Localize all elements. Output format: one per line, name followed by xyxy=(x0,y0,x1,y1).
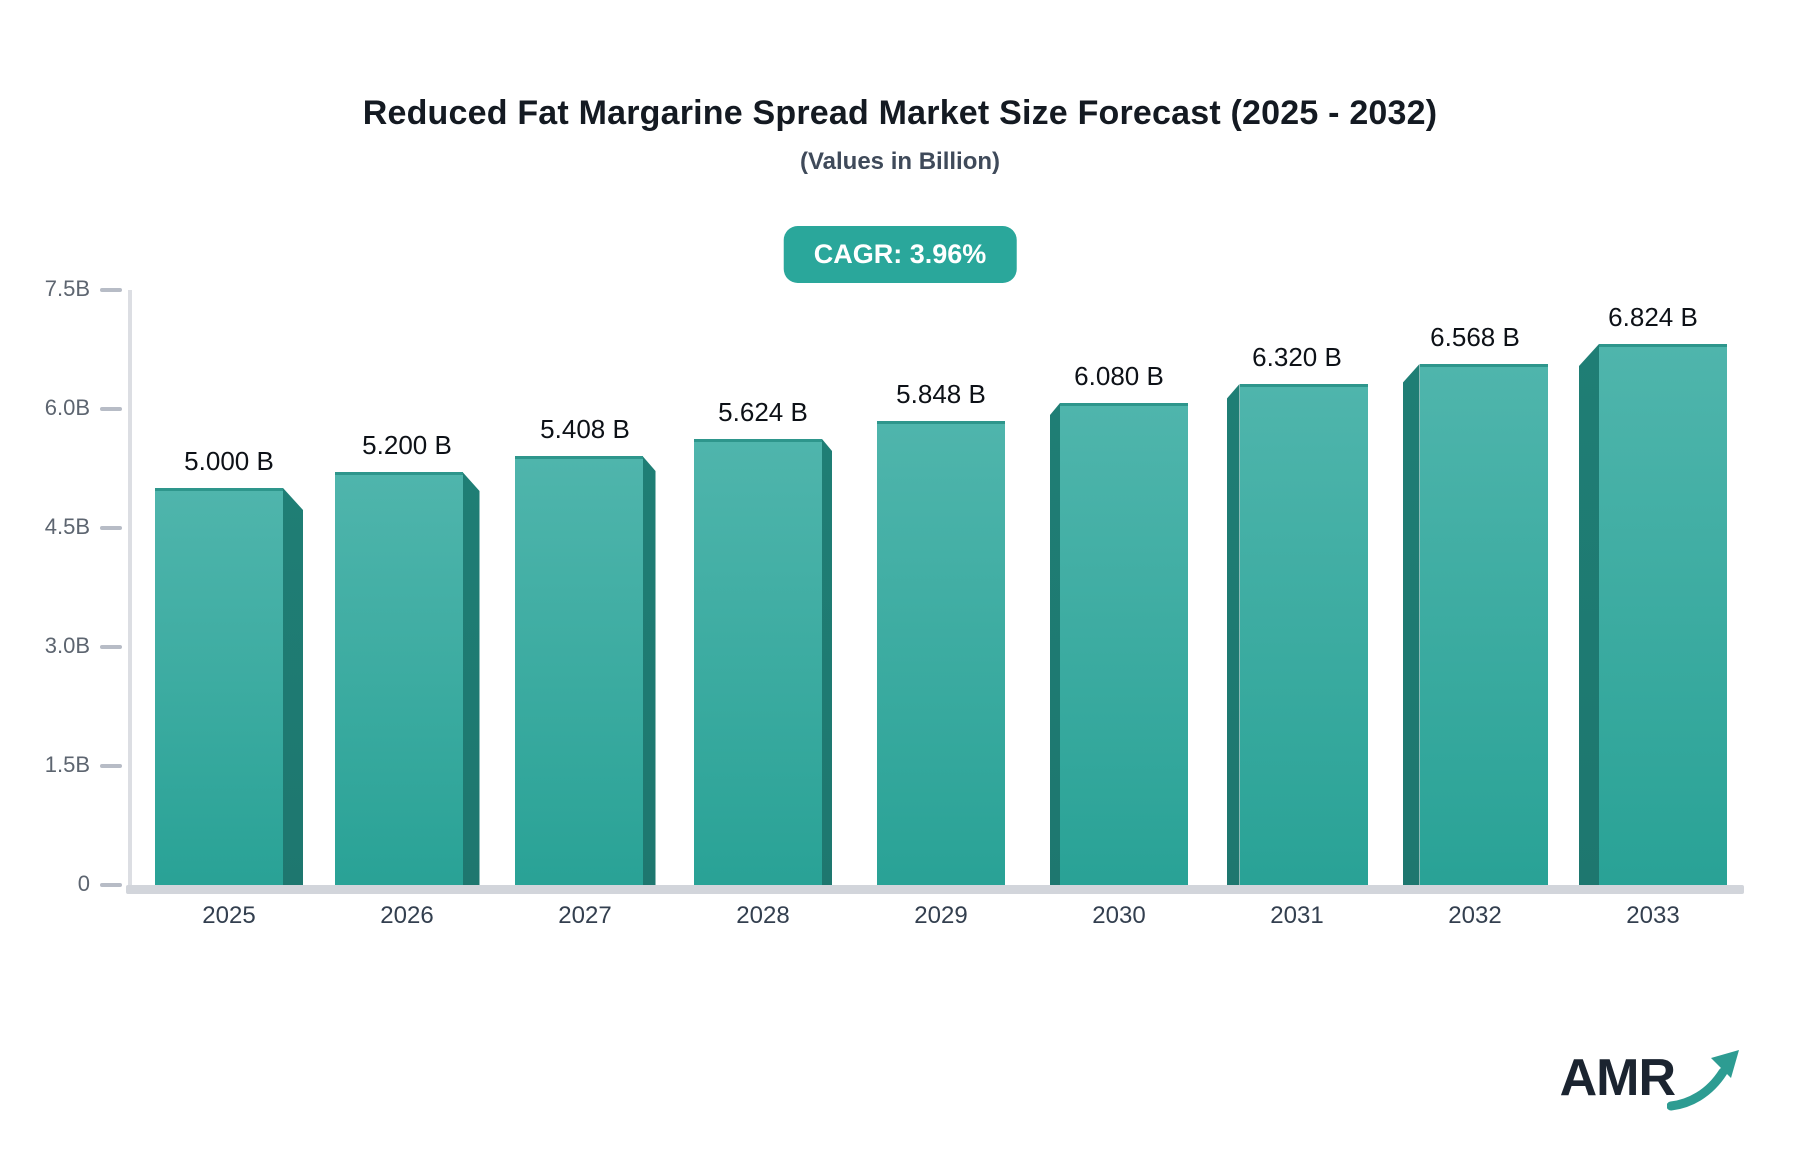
bar-slot-2030: 6.080 B xyxy=(1030,290,1208,885)
y-axis-tick-mark xyxy=(100,645,122,649)
bar-side-face xyxy=(1402,364,1420,885)
amr-logo: AMR xyxy=(1560,1042,1745,1114)
trend-up-arrow-icon xyxy=(1667,1050,1739,1111)
bar-value-label: 6.320 B xyxy=(1252,342,1342,372)
x-axis-label-2029: 2029 xyxy=(914,902,968,929)
bar-face xyxy=(514,456,643,885)
bar-face xyxy=(1419,364,1548,885)
x-axis-labels: 2025 2026 2027 2028 2029 2030 2031 2032 2033 xyxy=(140,902,1742,930)
y-axis-tick-mark xyxy=(100,407,122,411)
bar-2026 xyxy=(334,472,480,885)
bar-value-label: 6.568 B xyxy=(1430,322,1520,352)
bar-value-label: 5.624 B xyxy=(718,397,808,427)
x-axis-label-2032: 2032 xyxy=(1448,902,1502,929)
bar-2029 xyxy=(877,421,1005,885)
bar-slot-2028: 5.624 B xyxy=(674,290,852,885)
bar-value-label: 5.408 B xyxy=(540,414,630,444)
x-axis-label-2026: 2026 xyxy=(380,902,434,929)
y-axis-tick-label: 4.5B xyxy=(44,514,90,539)
chart-title: Reduced Fat Margarine Spread Market Size… xyxy=(362,94,1438,132)
x-axis-label-2027: 2027 xyxy=(558,902,612,929)
bar-2028 xyxy=(694,439,832,885)
bar-face xyxy=(694,439,822,885)
bar-side-face xyxy=(462,472,480,885)
bar-slot-2026: 5.200 B xyxy=(318,290,496,885)
y-axis-tick-label: 3.0B xyxy=(44,633,90,658)
bar-slot-2032: 6.568 B xyxy=(1386,290,1564,885)
bar-face xyxy=(877,421,1005,885)
bar-side-face xyxy=(1050,403,1060,885)
bar-slot-2033: 6.824 B xyxy=(1564,290,1742,885)
y-axis-tick-mark xyxy=(100,883,122,887)
bar-value-label: 6.824 B xyxy=(1608,302,1698,332)
x-axis-label-2031: 2031 xyxy=(1270,902,1324,929)
plot-area: 5.000 B 5.200 B 5.408 B 5.624 B 5.848 B 6.080… xyxy=(140,290,1742,885)
chart-subtitle: (Values in Billion) xyxy=(799,148,1001,175)
bar-2033 xyxy=(1579,344,1727,885)
x-axis-label-2033: 2033 xyxy=(1626,902,1680,929)
y-axis-tick-mark xyxy=(100,526,122,530)
x-axis-label-2025: 2025 xyxy=(202,902,256,929)
y-axis-tick-label: 0 xyxy=(77,871,90,896)
bar-value-label: 6.080 B xyxy=(1074,361,1164,391)
bar-slot-2029: 5.848 B xyxy=(852,290,1030,885)
bar-2027 xyxy=(514,456,656,885)
bar-side-face xyxy=(642,456,656,885)
y-axis-tick-label: 6.0B xyxy=(44,395,90,420)
bar-side-face xyxy=(1226,384,1240,885)
bar-2031 xyxy=(1226,384,1368,885)
bar-face xyxy=(1599,344,1727,885)
y-axis-tick-mark xyxy=(100,288,122,292)
x-axis-baseline xyxy=(126,885,1744,894)
cagr-badge: CAGR: 3.96% xyxy=(783,226,1017,283)
x-axis-label-2028: 2028 xyxy=(736,902,790,929)
bar-slot-2027: 5.408 B xyxy=(496,290,674,885)
bar-value-label: 5.200 B xyxy=(362,430,452,460)
bar-side-face xyxy=(822,439,832,885)
y-axis-tick-label: 1.5B xyxy=(44,752,90,777)
bar-face xyxy=(155,488,283,885)
bar-slot-2031: 6.320 B xyxy=(1208,290,1386,885)
bar-face xyxy=(334,472,463,885)
y-axis-tick-label: 7.5B xyxy=(44,276,90,301)
bar-value-label: 5.000 B xyxy=(184,446,274,476)
logo-text: AMR xyxy=(1559,1049,1676,1107)
bar-2032 xyxy=(1402,364,1548,885)
bar-face xyxy=(1239,384,1368,885)
bar-2025 xyxy=(155,488,303,885)
y-axis-tick-mark xyxy=(100,764,122,768)
bar-slot-2025: 5.000 B xyxy=(140,290,318,885)
bar-face xyxy=(1060,403,1188,885)
bar-side-face xyxy=(283,488,303,885)
bar-2030 xyxy=(1050,403,1188,885)
x-axis-label-2030: 2030 xyxy=(1092,902,1146,929)
bar-side-face xyxy=(1579,344,1599,885)
y-axis-line xyxy=(128,290,132,886)
bar-value-label: 5.848 B xyxy=(896,379,986,409)
